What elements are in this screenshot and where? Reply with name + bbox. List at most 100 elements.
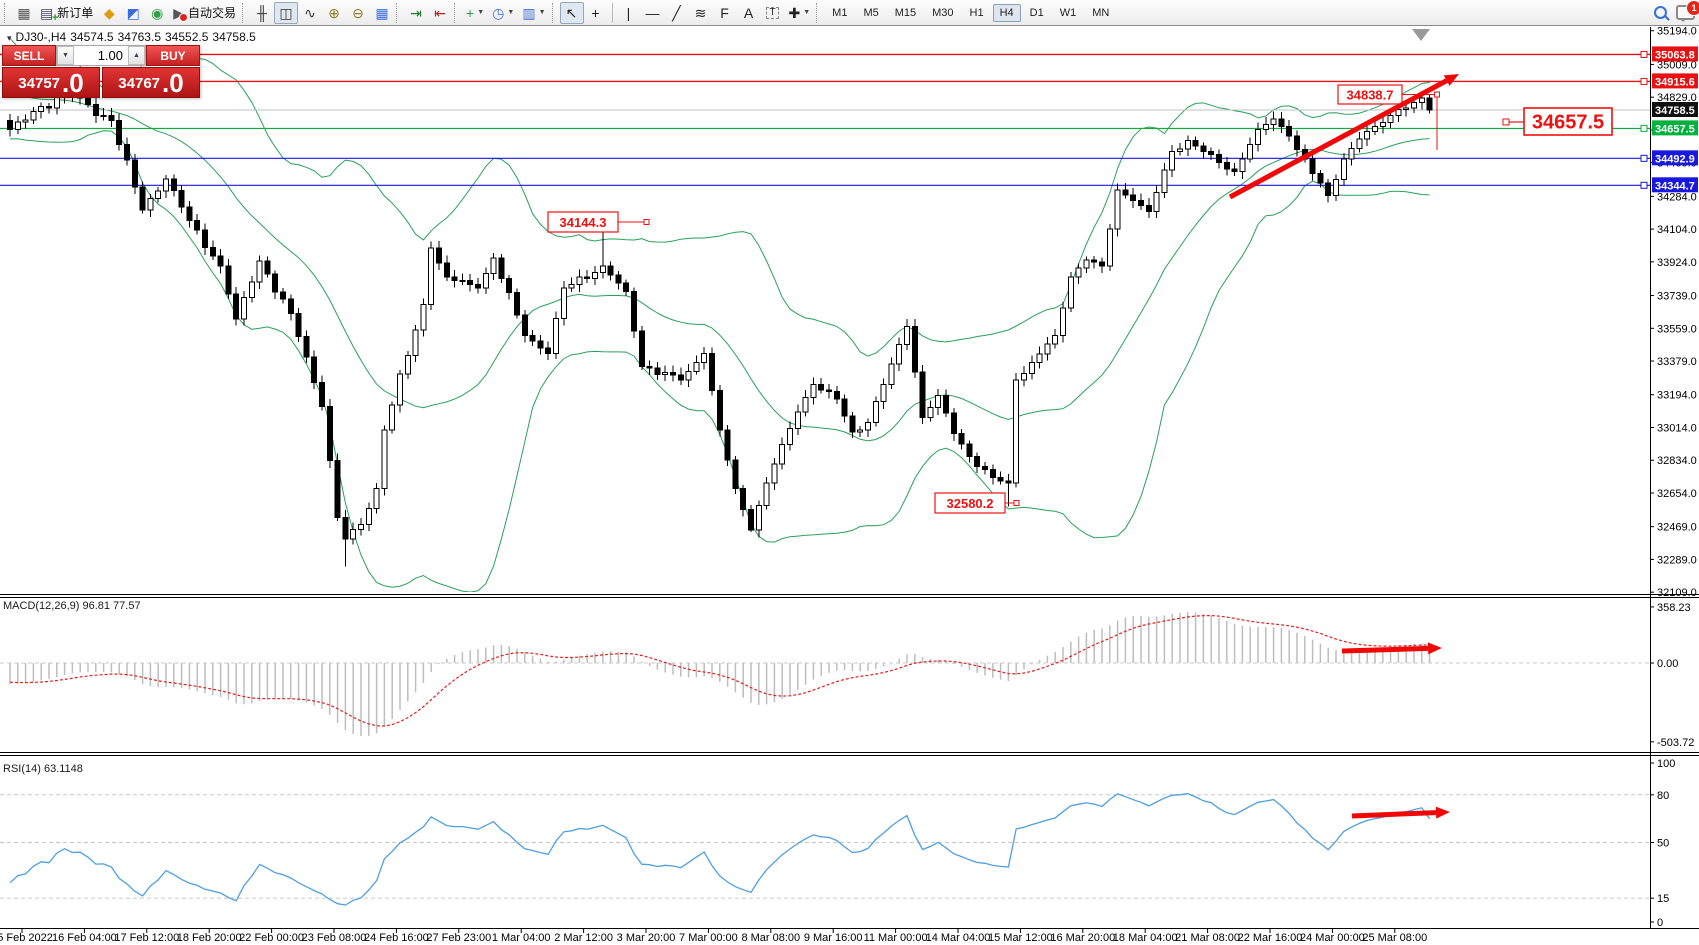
auto-trading-button[interactable]: ▶ 自动交易: [169, 2, 240, 24]
timeframe-mn-button[interactable]: MN: [1085, 4, 1116, 22]
candle-body: [1099, 261, 1105, 267]
chart-shift-marker-icon[interactable]: [1412, 29, 1430, 41]
crosshair-button[interactable]: +: [584, 2, 608, 24]
timeframe-w1-button[interactable]: W1: [1053, 4, 1084, 22]
trend-arrow[interactable]: [1351, 806, 1450, 819]
chat-button[interactable]: 1: [1672, 0, 1699, 24]
candle-body: [350, 528, 357, 540]
zoom-out-button[interactable]: ⊖: [346, 2, 370, 24]
periods-button[interactable]: ◷ ▼: [488, 2, 518, 24]
timeframe-h4-button[interactable]: H4: [992, 3, 1021, 22]
candle-body: [584, 276, 591, 279]
candle-chart-icon: ◫: [279, 4, 293, 21]
signals-icon: ◉: [151, 4, 164, 21]
candle-body: [482, 272, 489, 289]
search-button[interactable]: [1648, 2, 1672, 24]
price-label-annotation[interactable]: 34144.3: [547, 211, 650, 233]
volume-input[interactable]: 1.00: [97, 48, 123, 63]
candle-body: [529, 334, 536, 342]
price-tick-label: 33739.0: [1657, 291, 1697, 303]
price-badge: [1652, 102, 1698, 117]
trend-arrow[interactable]: [1228, 74, 1459, 200]
candle-chart-button[interactable]: ◫: [274, 1, 299, 24]
candle-body: [888, 363, 895, 386]
timeframe-d1-button[interactable]: D1: [1023, 4, 1051, 22]
candle-body: [1106, 228, 1113, 267]
candle-body: [880, 384, 887, 403]
volume-up-button[interactable]: ▲: [128, 46, 145, 65]
candle-body: [1036, 353, 1043, 364]
candle-body: [662, 371, 669, 376]
price-axis[interactable]: 35194.035009.034829.034649.034469.034284…: [1640, 26, 1698, 929]
text-label-icon: T: [766, 6, 779, 19]
timeframe-m1-button[interactable]: M1: [825, 4, 854, 22]
tile-windows-button[interactable]: ▦: [370, 2, 394, 24]
arrows-button[interactable]: ✚ ▼: [785, 2, 815, 24]
timeframe-h1-button[interactable]: H1: [963, 4, 991, 22]
fibonacci-button[interactable]: F: [713, 2, 737, 24]
panel-separators[interactable]: [0, 27, 1699, 929]
market-watch-button[interactable]: ◆: [97, 2, 121, 24]
candle-body: [1317, 172, 1324, 184]
rsi-line: [9, 792, 1431, 906]
candle-body: [459, 279, 466, 282]
indicators-button[interactable]: + ▼: [462, 2, 488, 24]
buy-price: 34767: [118, 75, 161, 92]
candle-body: [1411, 101, 1417, 109]
candle-body: [646, 365, 653, 369]
trend-arrow[interactable]: [1341, 642, 1442, 655]
candle-body: [194, 220, 201, 231]
candle-body: [568, 284, 575, 289]
time-tick-label: 3 Mar 20:00: [617, 932, 676, 944]
new-chart-button[interactable]: ▦: [12, 2, 36, 24]
time-tick-label: 24 Mar 00:00: [1300, 932, 1365, 944]
text-button[interactable]: A: [737, 2, 761, 24]
zoom-out-icon: ⊖: [352, 4, 364, 21]
auto-scroll-button[interactable]: ⇥: [404, 2, 428, 24]
candle-body: [1223, 162, 1230, 170]
horizontal-line-button[interactable]: —: [641, 2, 665, 24]
vertical-line-button[interactable]: |: [617, 2, 641, 24]
bollinger-bands: [9, 37, 1430, 592]
candle-body: [1005, 480, 1012, 484]
sell-button[interactable]: SELL: [2, 45, 56, 66]
rsi-axis-label: 50: [1657, 838, 1669, 850]
timeframe-m5-button[interactable]: M5: [856, 4, 885, 22]
trendline-button[interactable]: ╱: [665, 2, 689, 24]
buy-price-frac: .0: [162, 68, 184, 98]
candle-body: [1138, 200, 1144, 206]
candle-body: [818, 384, 825, 391]
price-label-annotation[interactable]: 34838.7: [1337, 84, 1440, 150]
cursor-button[interactable]: ↖: [559, 1, 584, 24]
volume-down-button[interactable]: ▼: [57, 46, 74, 65]
candle-body: [670, 371, 676, 376]
price-label-annotation[interactable]: 32580.2: [934, 492, 1020, 514]
sell-price-box[interactable]: 34757 .0: [2, 67, 100, 98]
chart-shift-button[interactable]: ⇤: [428, 2, 452, 24]
bar-chart-button[interactable]: ╫: [250, 2, 274, 24]
line-chart-button[interactable]: ∿: [298, 2, 322, 24]
signals-button[interactable]: ◉: [145, 2, 169, 24]
candle-body: [139, 186, 146, 211]
timeframe-m30-button[interactable]: M30: [925, 4, 960, 22]
buy-button[interactable]: BUY: [146, 45, 200, 66]
candle-body: [771, 463, 778, 484]
price-tick-label: 33379.0: [1657, 356, 1697, 368]
zoom-in-button[interactable]: ⊕: [322, 2, 346, 24]
candle-body: [1325, 182, 1332, 196]
macd-axis-label: -503.72: [1657, 737, 1694, 749]
candle-body: [716, 390, 723, 431]
new-order-button[interactable]: ▤ + 新订单: [36, 2, 97, 24]
timeframe-m15-button[interactable]: M15: [888, 4, 923, 22]
candle-body: [373, 487, 380, 510]
templates-button[interactable]: ▥ ▼: [518, 2, 549, 24]
experts-button[interactable]: ◩: [121, 2, 145, 24]
time-tick-label: 8 Mar 08:00: [741, 932, 800, 944]
buy-price-box[interactable]: 34767 .0: [102, 67, 200, 98]
price-label-annotation[interactable]: 34657.5: [1502, 107, 1613, 136]
equidistant-channel-button[interactable]: ≋: [689, 2, 713, 24]
text-label-button[interactable]: T: [761, 2, 785, 24]
candle-body: [506, 277, 513, 293]
